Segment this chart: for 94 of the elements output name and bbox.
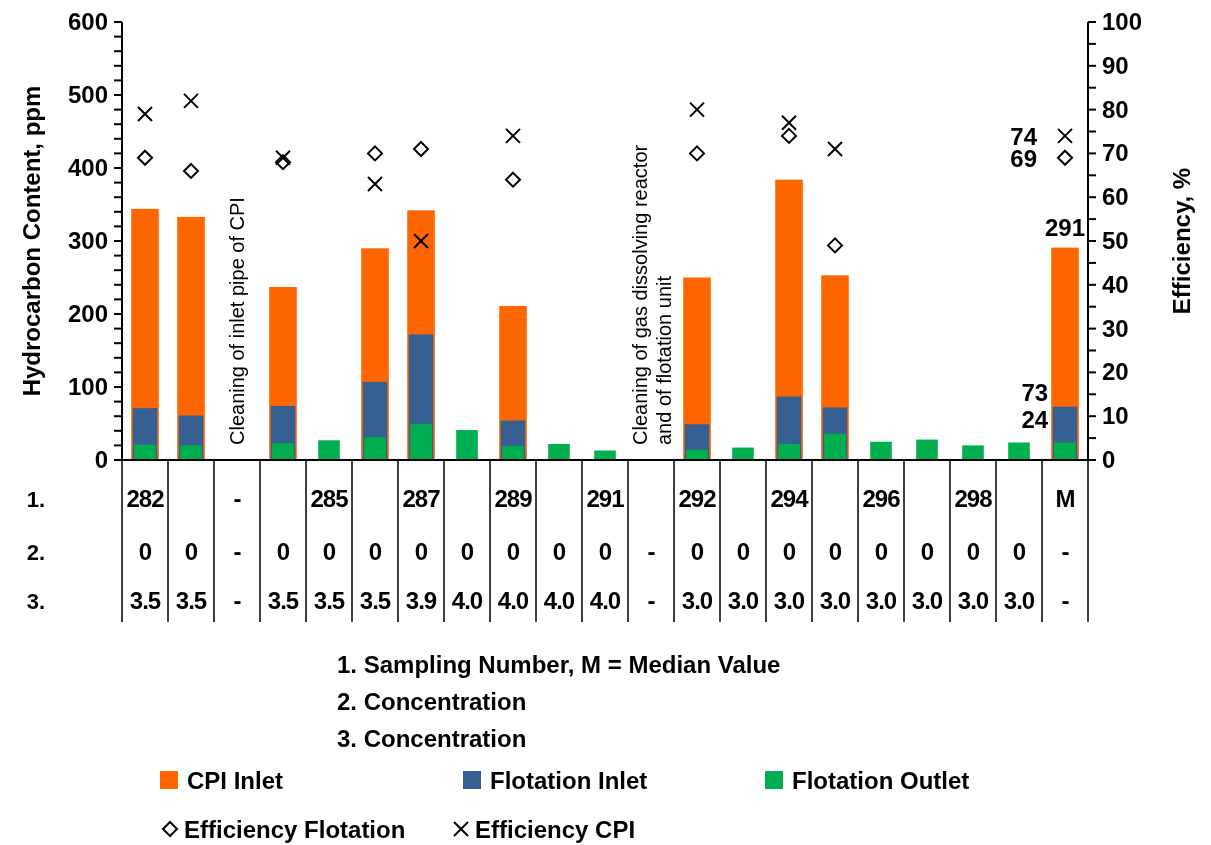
x-tick-label: 287 0 3.9: [402, 485, 441, 614]
text: 3. Concentration: [337, 725, 527, 752]
point: [505, 171, 521, 188]
x-tick-label: 0 4.0: [543, 538, 575, 614]
y-axis-title: Hydrocarbon Content, ppm: [18, 85, 45, 397]
bar: [410, 424, 432, 460]
bar: [456, 430, 478, 460]
x-tick-label: 0 3.0: [727, 538, 759, 614]
x-tick-label: M - -: [1055, 485, 1075, 614]
y2-tick-label: 80: [1102, 95, 1129, 123]
point: [505, 127, 521, 144]
y2-axis-title: Efficiency, %: [1168, 167, 1195, 315]
x-tick-label: 298 0 3.0: [954, 485, 993, 614]
point: [275, 149, 291, 166]
bar: [916, 439, 938, 460]
legend-label: Flotation Outlet: [792, 767, 970, 794]
bar: [318, 440, 340, 460]
legend-label: Efficiency CPI: [475, 816, 636, 843]
point: [137, 105, 153, 122]
y2-tick-label: 60: [1102, 183, 1129, 211]
bar: [870, 441, 892, 460]
x-tick-label: 0 3.0: [1003, 538, 1035, 614]
bar: [824, 433, 846, 460]
x-tick-label: 292 0 3.0: [678, 485, 717, 614]
point: [781, 114, 797, 131]
y-tick-label: 300: [67, 227, 108, 254]
bar: [1008, 442, 1030, 460]
bar: [134, 444, 156, 460]
text: 3.: [26, 589, 46, 614]
text: 2.: [26, 540, 46, 565]
y2-tick-label: 70: [1102, 139, 1129, 167]
y-tick-label: 100: [67, 373, 108, 400]
y2-tick-label: 100: [1102, 8, 1143, 35]
y2-tick-label: 30: [1102, 314, 1129, 342]
data-label: 73: [1021, 378, 1049, 406]
x-tick-label: 0 4.0: [451, 538, 483, 614]
bar: [180, 445, 202, 460]
x-tick-label: 294 0 3.0: [770, 485, 810, 614]
x-tick-label: 289 0 4.0: [494, 485, 533, 614]
text: 1. Sampling Number, M = Median Value: [337, 651, 781, 678]
y-tick-label: 400: [67, 154, 108, 181]
bar: [778, 443, 800, 460]
annotation: Cleaning of inlet pipe of CPI: [226, 197, 248, 445]
legend-label: Efficiency Flotation: [184, 816, 406, 843]
point: [1057, 149, 1073, 166]
text: 2. Concentration: [337, 688, 527, 715]
data-label: 291: [1044, 213, 1086, 241]
legend-label: CPI Inlet: [187, 767, 284, 794]
point: [689, 145, 705, 162]
x-tick-label: 291 0 4.0: [586, 485, 625, 614]
point: [781, 127, 797, 144]
point: [689, 101, 705, 118]
point: [183, 92, 199, 109]
bar: [962, 445, 984, 460]
x-tick-label: 0 3.5: [267, 538, 299, 614]
bar: [364, 437, 386, 460]
point: [367, 176, 383, 193]
x-tick-label: 282 0 3.5: [126, 485, 165, 614]
y2-tick-label: 40: [1102, 270, 1129, 298]
data-label: 24: [1021, 406, 1049, 434]
y2-tick-label: 10: [1102, 402, 1129, 430]
text: 1.: [26, 487, 46, 512]
point: [367, 145, 383, 162]
y-tick-label: 0: [94, 446, 108, 473]
bar: [732, 447, 754, 460]
bar: [272, 443, 294, 460]
bar: [548, 443, 570, 460]
y-tick-label: 500: [67, 81, 108, 108]
bar: [1054, 442, 1076, 460]
y-tick-label: 600: [67, 8, 108, 35]
y2-tick-label: 0: [1102, 446, 1116, 473]
bar: [686, 449, 708, 460]
point: [137, 149, 153, 166]
y2-tick-label: 20: [1102, 358, 1129, 386]
x-tick-label: 285 0 3.5: [310, 485, 349, 614]
annotation: Cleaning of gas dissolving reactor and of flotation unit: [629, 144, 675, 445]
y-tick-label: 200: [67, 300, 108, 327]
x-tick-label: 0 3.5: [175, 538, 207, 614]
legend-label: Flotation Inlet: [490, 767, 648, 794]
x-tick-label: 0 3.0: [911, 538, 943, 614]
y2-tick-label: 50: [1102, 227, 1129, 254]
bar: [502, 446, 524, 460]
x-tick-label: - -: [647, 538, 656, 614]
point: [1057, 127, 1073, 144]
y2-tick-label: 90: [1102, 51, 1129, 79]
x-tick-label: 0 3.5: [359, 538, 391, 614]
point: [827, 237, 843, 254]
x-tick-label: 296 0 3.0: [862, 485, 901, 614]
point: [413, 141, 429, 158]
x-tick-label: 0 3.0: [819, 538, 851, 614]
point: [413, 233, 429, 249]
x-tick-label: - - -: [233, 485, 242, 614]
point: [183, 162, 199, 179]
point: [827, 141, 843, 158]
